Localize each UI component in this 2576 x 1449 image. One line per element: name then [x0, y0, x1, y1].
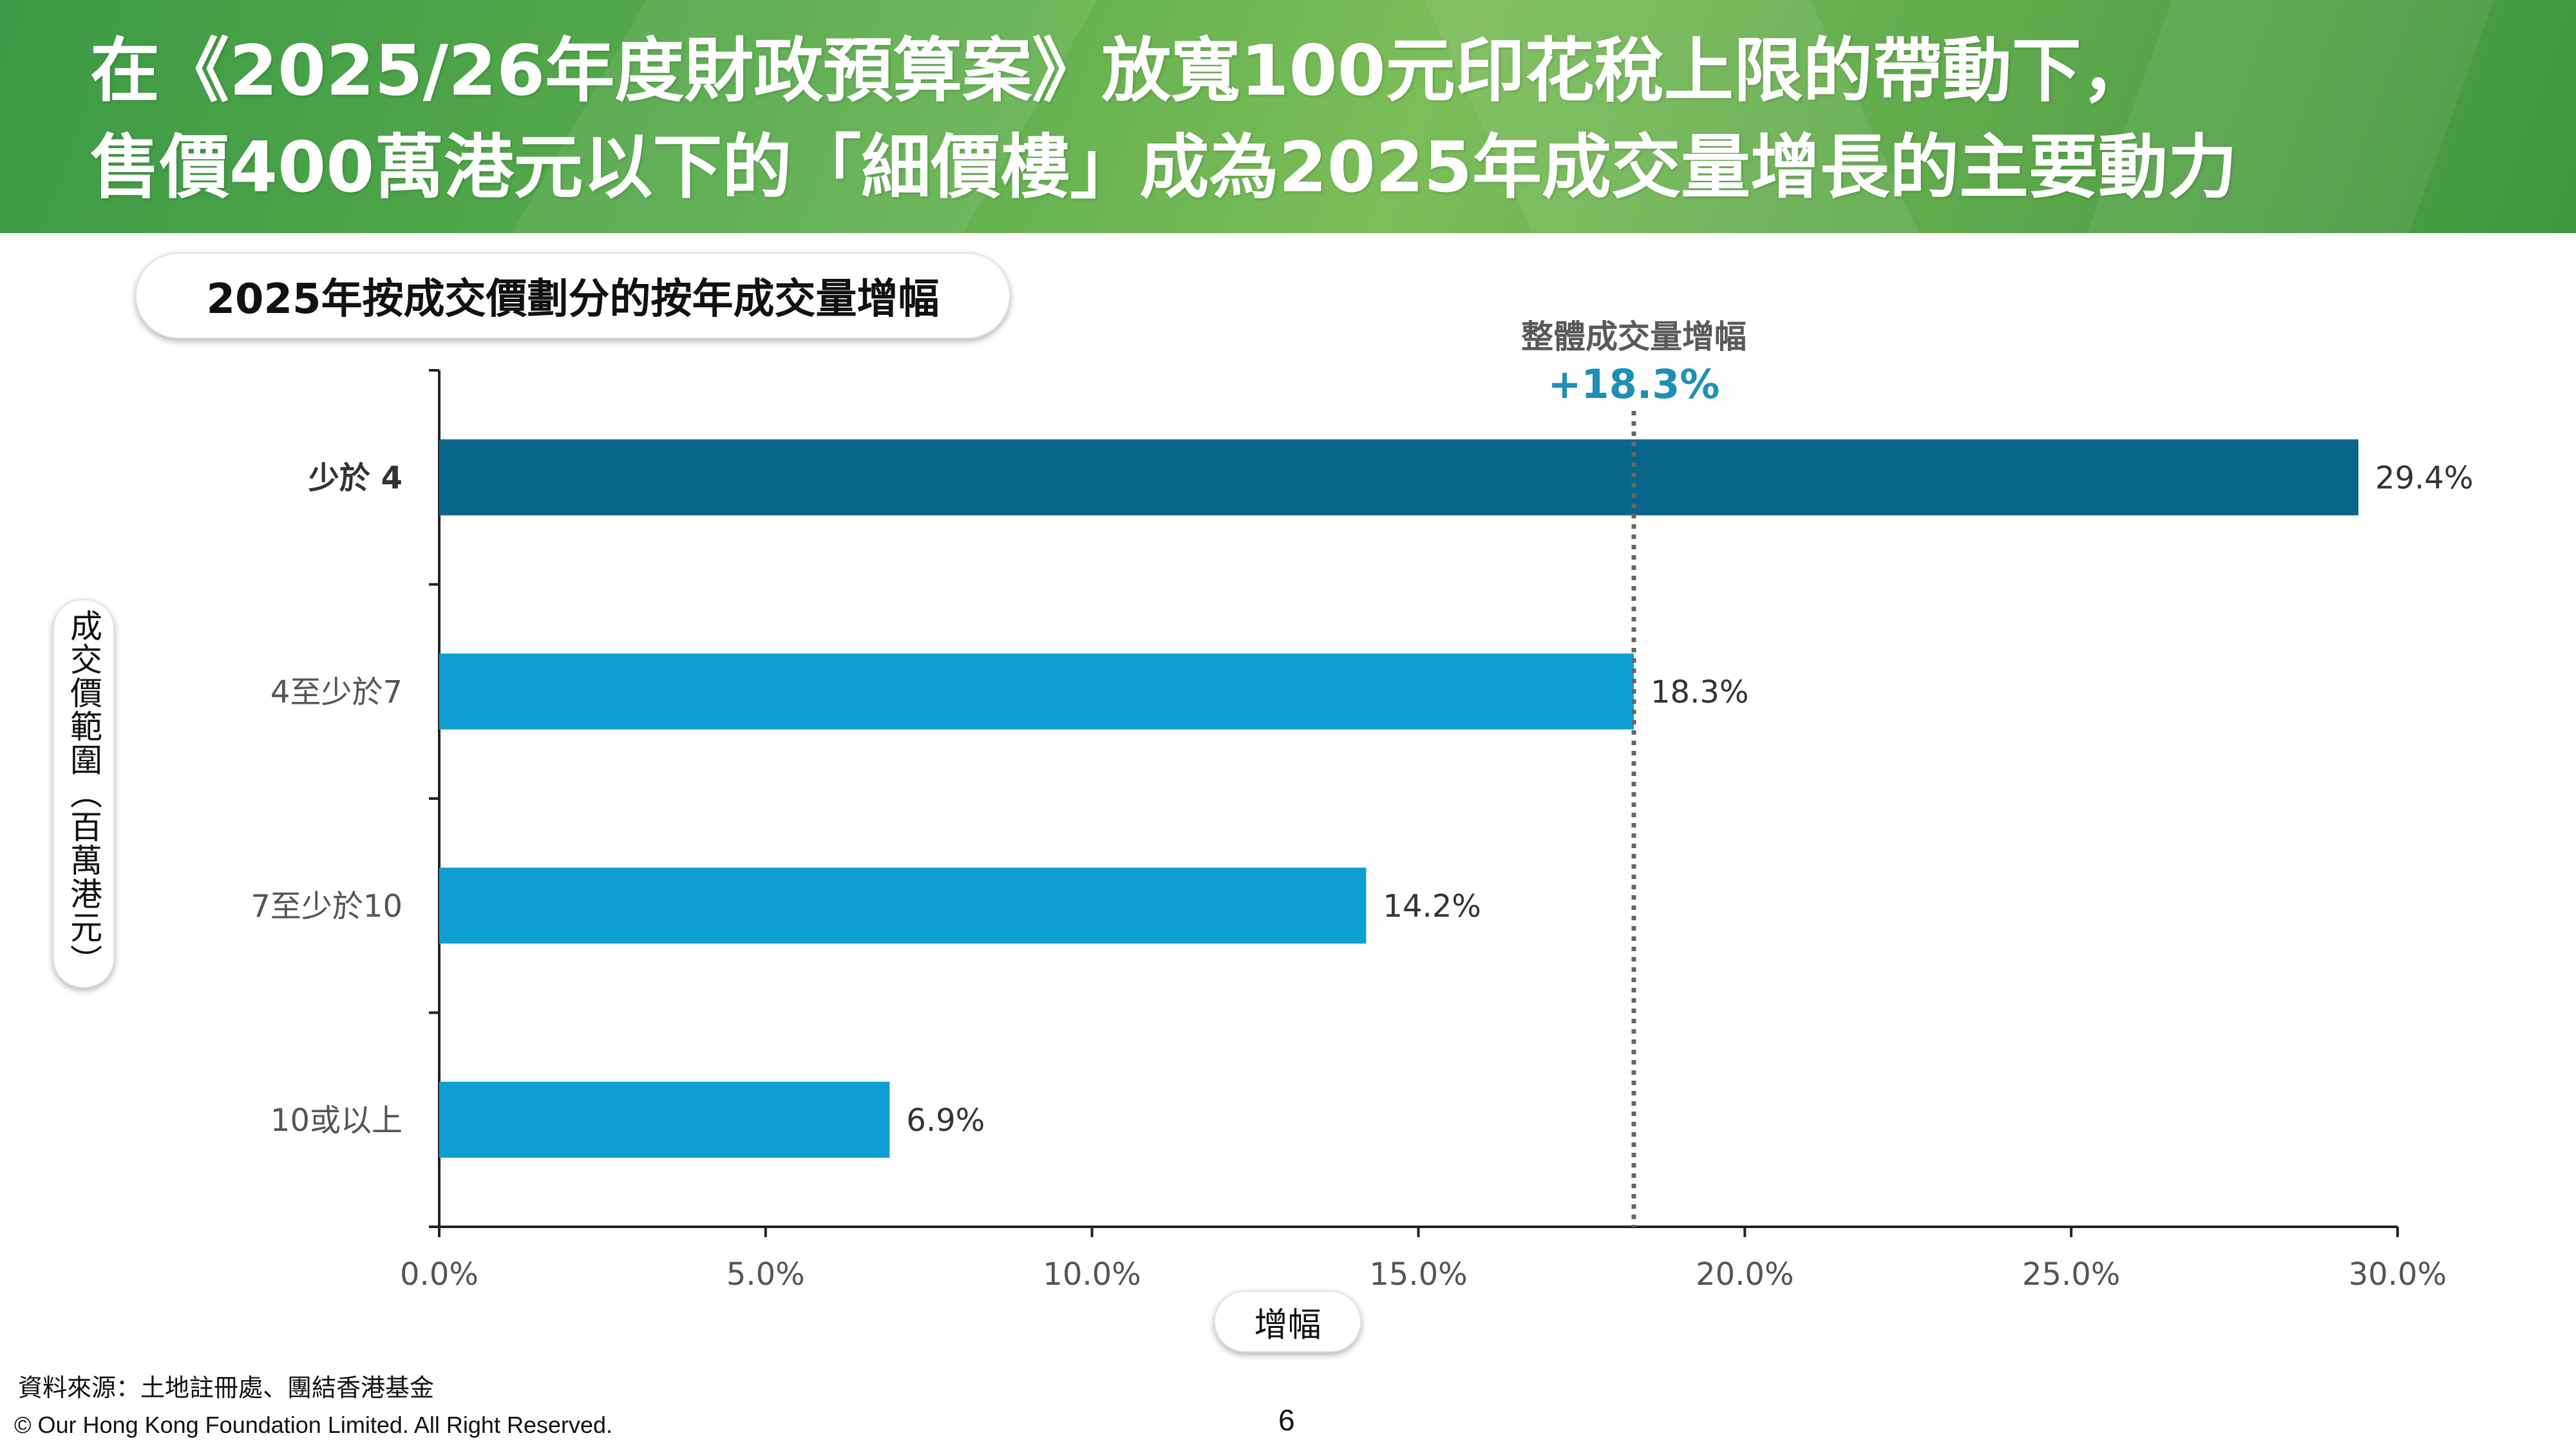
x-tick-label: 15.0% [1369, 1256, 1467, 1293]
title-banner: 在《2025/26年度財政預算案》放寬100元印花稅上限的帶動下， 售價400萬… [0, 0, 2576, 233]
x-tick-label: 10.0% [1043, 1256, 1141, 1293]
page-number: 6 [1278, 1403, 1295, 1437]
category-label: 4至少於7 [270, 674, 402, 710]
slide-title: 在《2025/26年度財政預算案》放寬100元印花稅上限的帶動下， 售價400萬… [90, 23, 2524, 216]
x-tick-label: 25.0% [2022, 1256, 2120, 1293]
data-label: 29.4% [2375, 460, 2473, 496]
data-label: 6.9% [906, 1103, 985, 1139]
data-label: 14.2% [1383, 888, 1481, 924]
slide-title-line-2: 售價400萬港元以下的「細價樓」成為2025年成交量增長的主要動力 [90, 128, 2238, 208]
slide-title-line-1: 在《2025/26年度財政預算案》放寬100元印花稅上限的帶動下， [90, 31, 2151, 111]
x-tick-label: 30.0% [2349, 1256, 2447, 1293]
bar-4 [439, 1081, 890, 1158]
category-label: 少於 4 [308, 460, 402, 496]
category-label: 7至少於10 [251, 888, 402, 924]
source-note: 資料來源：土地註冊處、團結香港基金 [18, 1374, 435, 1402]
x-tick-label: 5.0% [726, 1256, 805, 1293]
bar-3 [439, 867, 1367, 944]
x-tick-label: 0.0% [400, 1256, 478, 1293]
chart-title: 2025年按成交價劃分的按年成交量增幅 [135, 252, 1010, 339]
x-axis-label: 增幅 [1214, 1291, 1361, 1352]
category-label: 10或以上 [270, 1103, 402, 1139]
x-tick-label: 20.0% [1696, 1256, 1794, 1293]
bar-2 [439, 653, 1634, 730]
reference-line-title: 整體成交量增幅 [1521, 318, 1747, 355]
copyright-notice: © Our Hong Kong Foundation Limited. All … [14, 1412, 613, 1438]
data-label: 18.3% [1651, 674, 1748, 710]
y-axis-label: 成交價範圍（百萬港元） [53, 599, 115, 988]
reference-line-value: +18.3% [1548, 361, 1719, 408]
bar-1 [439, 439, 2359, 516]
